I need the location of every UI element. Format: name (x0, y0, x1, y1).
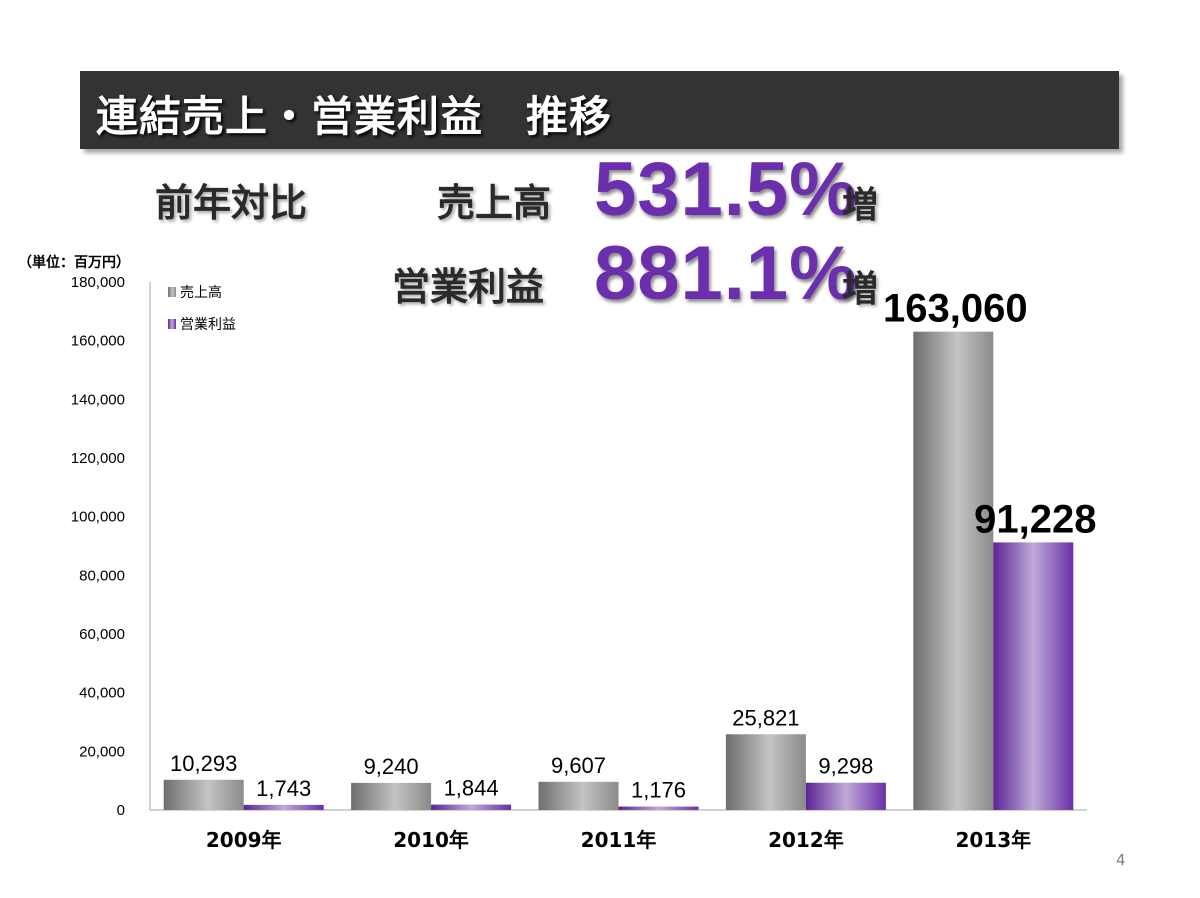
op-label: 営業利益 (392, 265, 545, 309)
bar-sales (725, 734, 806, 810)
data-label: 10,293 (170, 751, 237, 776)
title-bar: 連結売上・営業利益 推移 (80, 71, 1119, 149)
unit-label: （単位：百万円） (18, 255, 130, 271)
bar-operating-profit (618, 806, 699, 810)
data-label: 9,240 (364, 754, 419, 779)
bar-operating-profit (431, 804, 512, 810)
legend-label: 売上高 (180, 284, 222, 301)
op-increase-suffix: 増 (842, 269, 879, 310)
legend-label: 営業利益 (180, 317, 236, 333)
page-title: 連結売上・営業利益 推移 (96, 92, 613, 141)
data-label: 25,821 (732, 705, 799, 730)
data-label: 9,607 (551, 753, 606, 778)
data-label: 9,298 (818, 754, 873, 779)
y-tick-label: 180,000 (71, 274, 125, 291)
op-growth-value: 881.1% (594, 231, 858, 316)
legend-swatch (168, 319, 176, 329)
x-tick-label: 2011年 (581, 828, 657, 852)
data-label: 1,844 (444, 776, 499, 801)
data-label: 1,176 (631, 778, 686, 803)
yoy-label: 前年対比 (155, 181, 308, 225)
sales-increase-suffix: 増 (842, 185, 879, 226)
bar-sales (913, 331, 994, 810)
page-number: 4 (1116, 851, 1126, 869)
bar-operating-profit (243, 804, 324, 810)
legend-swatch (168, 287, 176, 297)
bar-operating-profit (805, 782, 886, 810)
bar-sales (163, 779, 244, 810)
y-tick-label: 0 (117, 802, 125, 819)
bar-sales (351, 782, 432, 810)
y-tick-label: 80,000 (79, 567, 125, 584)
sales-growth-value: 531.5% (594, 147, 858, 232)
y-tick-label: 140,000 (71, 391, 125, 408)
bar-sales (538, 781, 619, 810)
sales-label: 売上高 (437, 181, 552, 225)
x-tick-label: 2009年 (206, 828, 282, 852)
x-tick-label: 2012年 (768, 828, 844, 852)
y-tick-label: 160,000 (71, 333, 125, 350)
y-tick-label: 20,000 (79, 743, 125, 760)
x-tick-label: 2010年 (393, 828, 469, 852)
y-tick-label: 120,000 (71, 450, 125, 467)
bar-operating-profit (993, 542, 1074, 810)
data-label: 1,743 (256, 776, 311, 801)
x-tick-label: 2013年 (955, 828, 1031, 852)
data-label: 163,060 (883, 287, 1028, 331)
y-tick-label: 40,000 (79, 685, 125, 702)
y-tick-label: 100,000 (71, 509, 125, 526)
data-label: 91,228 (974, 497, 1096, 541)
y-tick-label: 60,000 (79, 626, 125, 643)
